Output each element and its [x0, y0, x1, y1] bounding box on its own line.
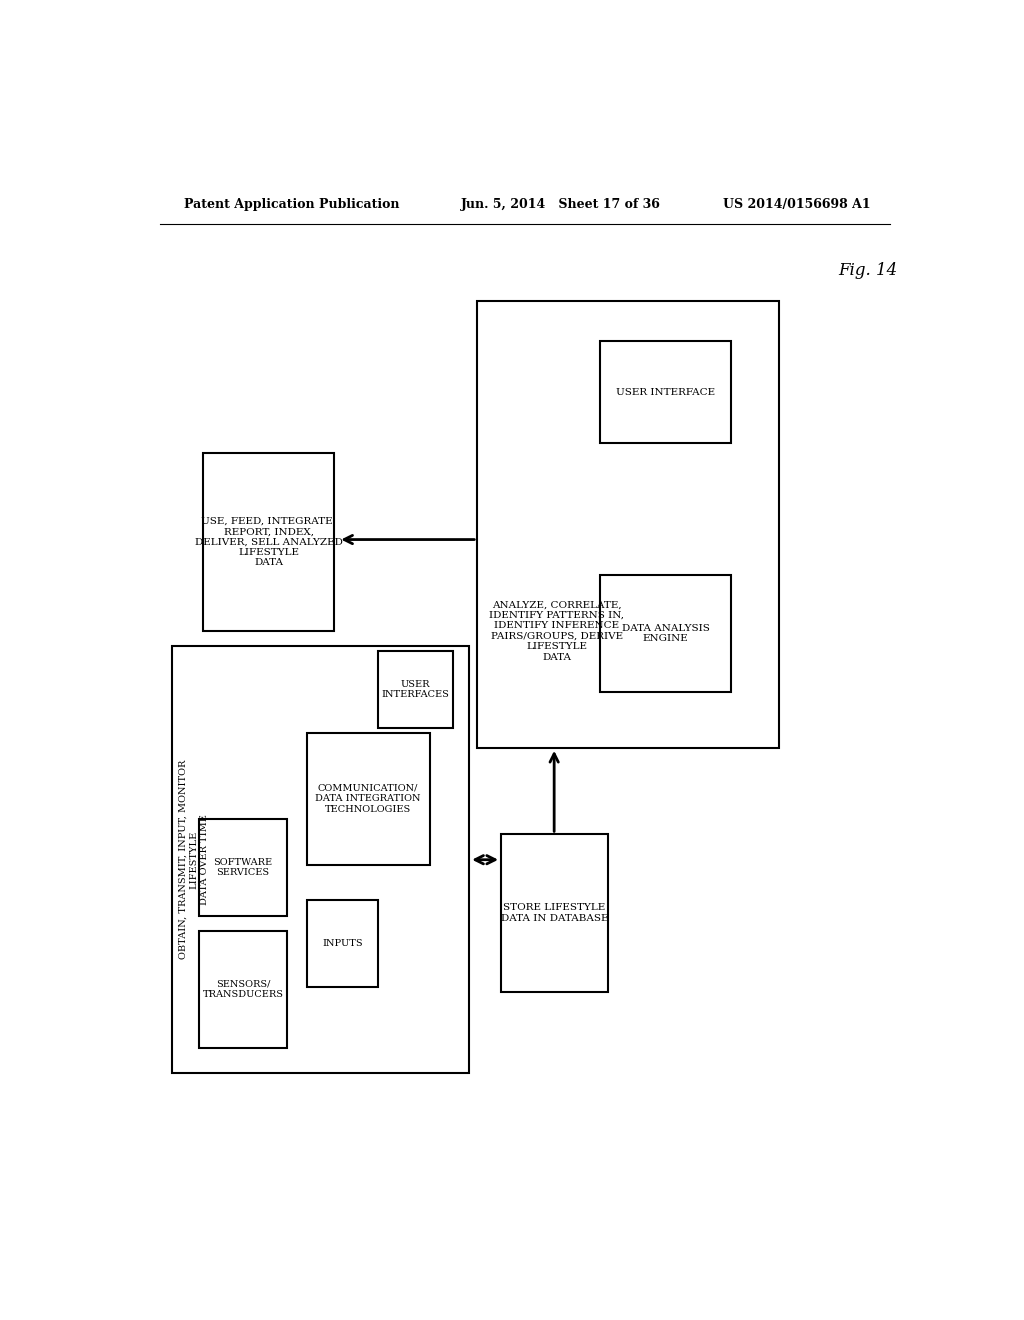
Bar: [306, 733, 430, 865]
Bar: [200, 818, 287, 916]
Text: Patent Application Publication: Patent Application Publication: [183, 198, 399, 211]
Bar: [204, 453, 334, 631]
Text: USE, FEED, INTEGRATE,
REPORT, INDEX,
DELIVER, SELL ANALYZED
LIFESTYLE
DATA: USE, FEED, INTEGRATE, REPORT, INDEX, DEL…: [195, 517, 343, 568]
Text: Fig. 14: Fig. 14: [839, 261, 897, 279]
Bar: [306, 900, 378, 987]
Text: COMMUNICATION/
DATA INTEGRATION
TECHNOLOGIES: COMMUNICATION/ DATA INTEGRATION TECHNOLO…: [315, 784, 421, 813]
Text: INPUTS: INPUTS: [322, 939, 362, 948]
Text: ANALYZE, CORRELATE,
IDENTIFY PATTERNS IN,
IDENTIFY INFERENCE
PAIRS/GROUPS, DERIV: ANALYZE, CORRELATE, IDENTIFY PATTERNS IN…: [489, 601, 624, 661]
Text: SENSORS/
TRANSDUCERS: SENSORS/ TRANSDUCERS: [203, 979, 284, 999]
Bar: [501, 834, 608, 991]
Text: USER
INTERFACES: USER INTERFACES: [382, 680, 450, 700]
Bar: [600, 576, 731, 692]
Bar: [200, 931, 287, 1048]
Bar: [600, 342, 731, 444]
Bar: [172, 647, 469, 1073]
Text: DATA ANALYSIS
ENGINE: DATA ANALYSIS ENGINE: [622, 624, 710, 643]
Text: OBTAIN, TRANSMIT, INPUT, MONITOR
LIFESTYLE
DATA OVER TIME: OBTAIN, TRANSMIT, INPUT, MONITOR LIFESTY…: [179, 760, 209, 960]
Text: Jun. 5, 2014   Sheet 17 of 36: Jun. 5, 2014 Sheet 17 of 36: [461, 198, 662, 211]
Bar: [378, 651, 454, 727]
Text: STORE LIFESTYLE
DATA IN DATABASE: STORE LIFESTYLE DATA IN DATABASE: [501, 903, 608, 923]
Bar: [477, 301, 779, 748]
Text: SOFTWARE
SERVICES: SOFTWARE SERVICES: [214, 858, 272, 876]
Text: US 2014/0156698 A1: US 2014/0156698 A1: [723, 198, 870, 211]
Text: USER INTERFACE: USER INTERFACE: [616, 388, 715, 397]
